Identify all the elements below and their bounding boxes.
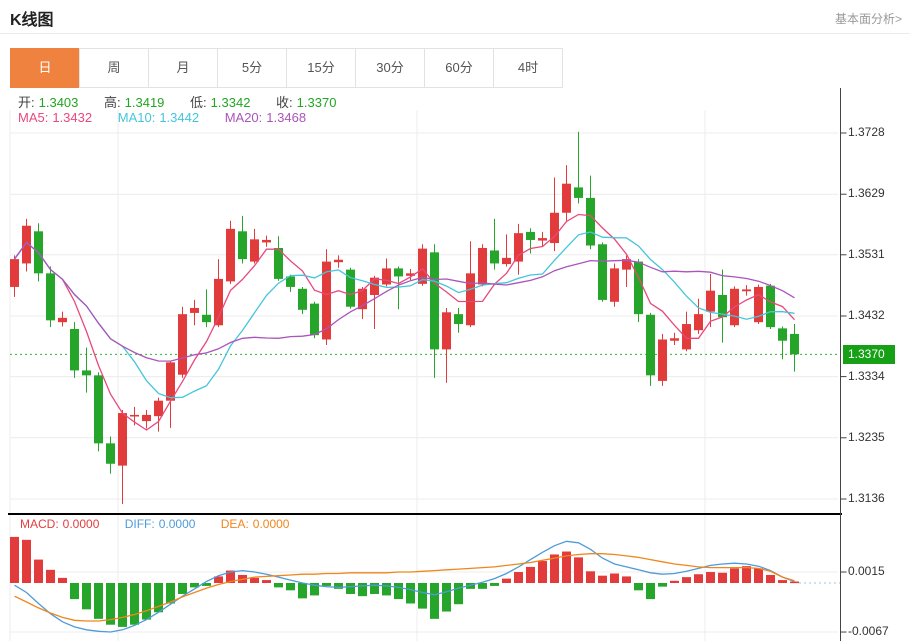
tab-period-4时[interactable]: 4时 (493, 48, 563, 88)
price-tick-label: 1.3432 (848, 308, 885, 322)
price-tick-label: 1.3728 (848, 125, 885, 139)
tab-period-30分[interactable]: 30分 (355, 48, 425, 88)
fundamental-analysis-link[interactable]: 基本面分析> (834, 12, 902, 26)
price-tick-label: 1.3136 (848, 491, 885, 505)
low-value: 1.3342 (210, 95, 251, 110)
chart-area: 开: 1.3403 高: 1.3419 低: 1.3342 收: 1.3370 MA5:… (0, 88, 910, 644)
close-label: 收: (276, 95, 293, 110)
high-label: 高: (104, 95, 121, 110)
dea-value: 0.0000 (252, 517, 290, 531)
ma5-value: 1.3432 (52, 110, 93, 125)
ma20-label: MA20: (224, 110, 263, 125)
kline-macd-canvas (8, 88, 847, 641)
diff-label: DIFF: (124, 517, 155, 531)
macd-info-row: MACD: 0.0000 DIFF: 0.0000 DEA: 0.0000 (20, 517, 311, 531)
low-label: 低: (190, 95, 207, 110)
diff-value: 0.0000 (158, 517, 196, 531)
close-value: 1.3370 (296, 95, 337, 110)
tab-period-月[interactable]: 月 (148, 48, 218, 88)
open-label: 开: (18, 95, 35, 110)
macd-value: 0.0000 (62, 517, 100, 531)
ma5-label: MA5: (18, 110, 49, 125)
tab-period-日[interactable]: 日 (10, 48, 80, 88)
current-price-badge: 1.3370 (843, 344, 895, 364)
macd-tick-label: -0.0067 (848, 624, 889, 639)
tab-period-60分[interactable]: 60分 (424, 48, 494, 88)
ma-info-row: MA5: 1.3432 MA10: 1.3442 MA20: 1.3468 (18, 110, 328, 125)
macd-label: MACD: (20, 517, 59, 531)
price-tick-label: 1.3531 (848, 246, 885, 261)
macd-tick-label: 0.0015 (848, 564, 885, 579)
period-tabbar: 日周月 5分 15分 30分 60分 4时 (10, 48, 563, 88)
ohlc-info-row: 开: 1.3403 高: 1.3419 低: 1.3342 收: 1.3370 (18, 92, 358, 111)
page-title: K线图 (10, 12, 54, 29)
high-value: 1.3419 (124, 95, 165, 110)
open-value: 1.3403 (38, 95, 79, 110)
price-tick-label: 1.3235 (848, 429, 885, 444)
header-divider (0, 33, 910, 34)
tab-period-5分[interactable]: 5分 (217, 48, 287, 88)
price-tick-label: 1.3334 (848, 368, 885, 383)
price-tick-label: 1.3629 (848, 186, 885, 201)
dea-label: DEA: (220, 517, 249, 531)
tab-period-周[interactable]: 周 (79, 48, 149, 88)
ma10-label: MA10: (117, 110, 156, 125)
tab-period-15分[interactable]: 15分 (286, 48, 356, 88)
ma20-value: 1.3468 (266, 110, 307, 125)
ma10-value: 1.3442 (159, 110, 200, 125)
